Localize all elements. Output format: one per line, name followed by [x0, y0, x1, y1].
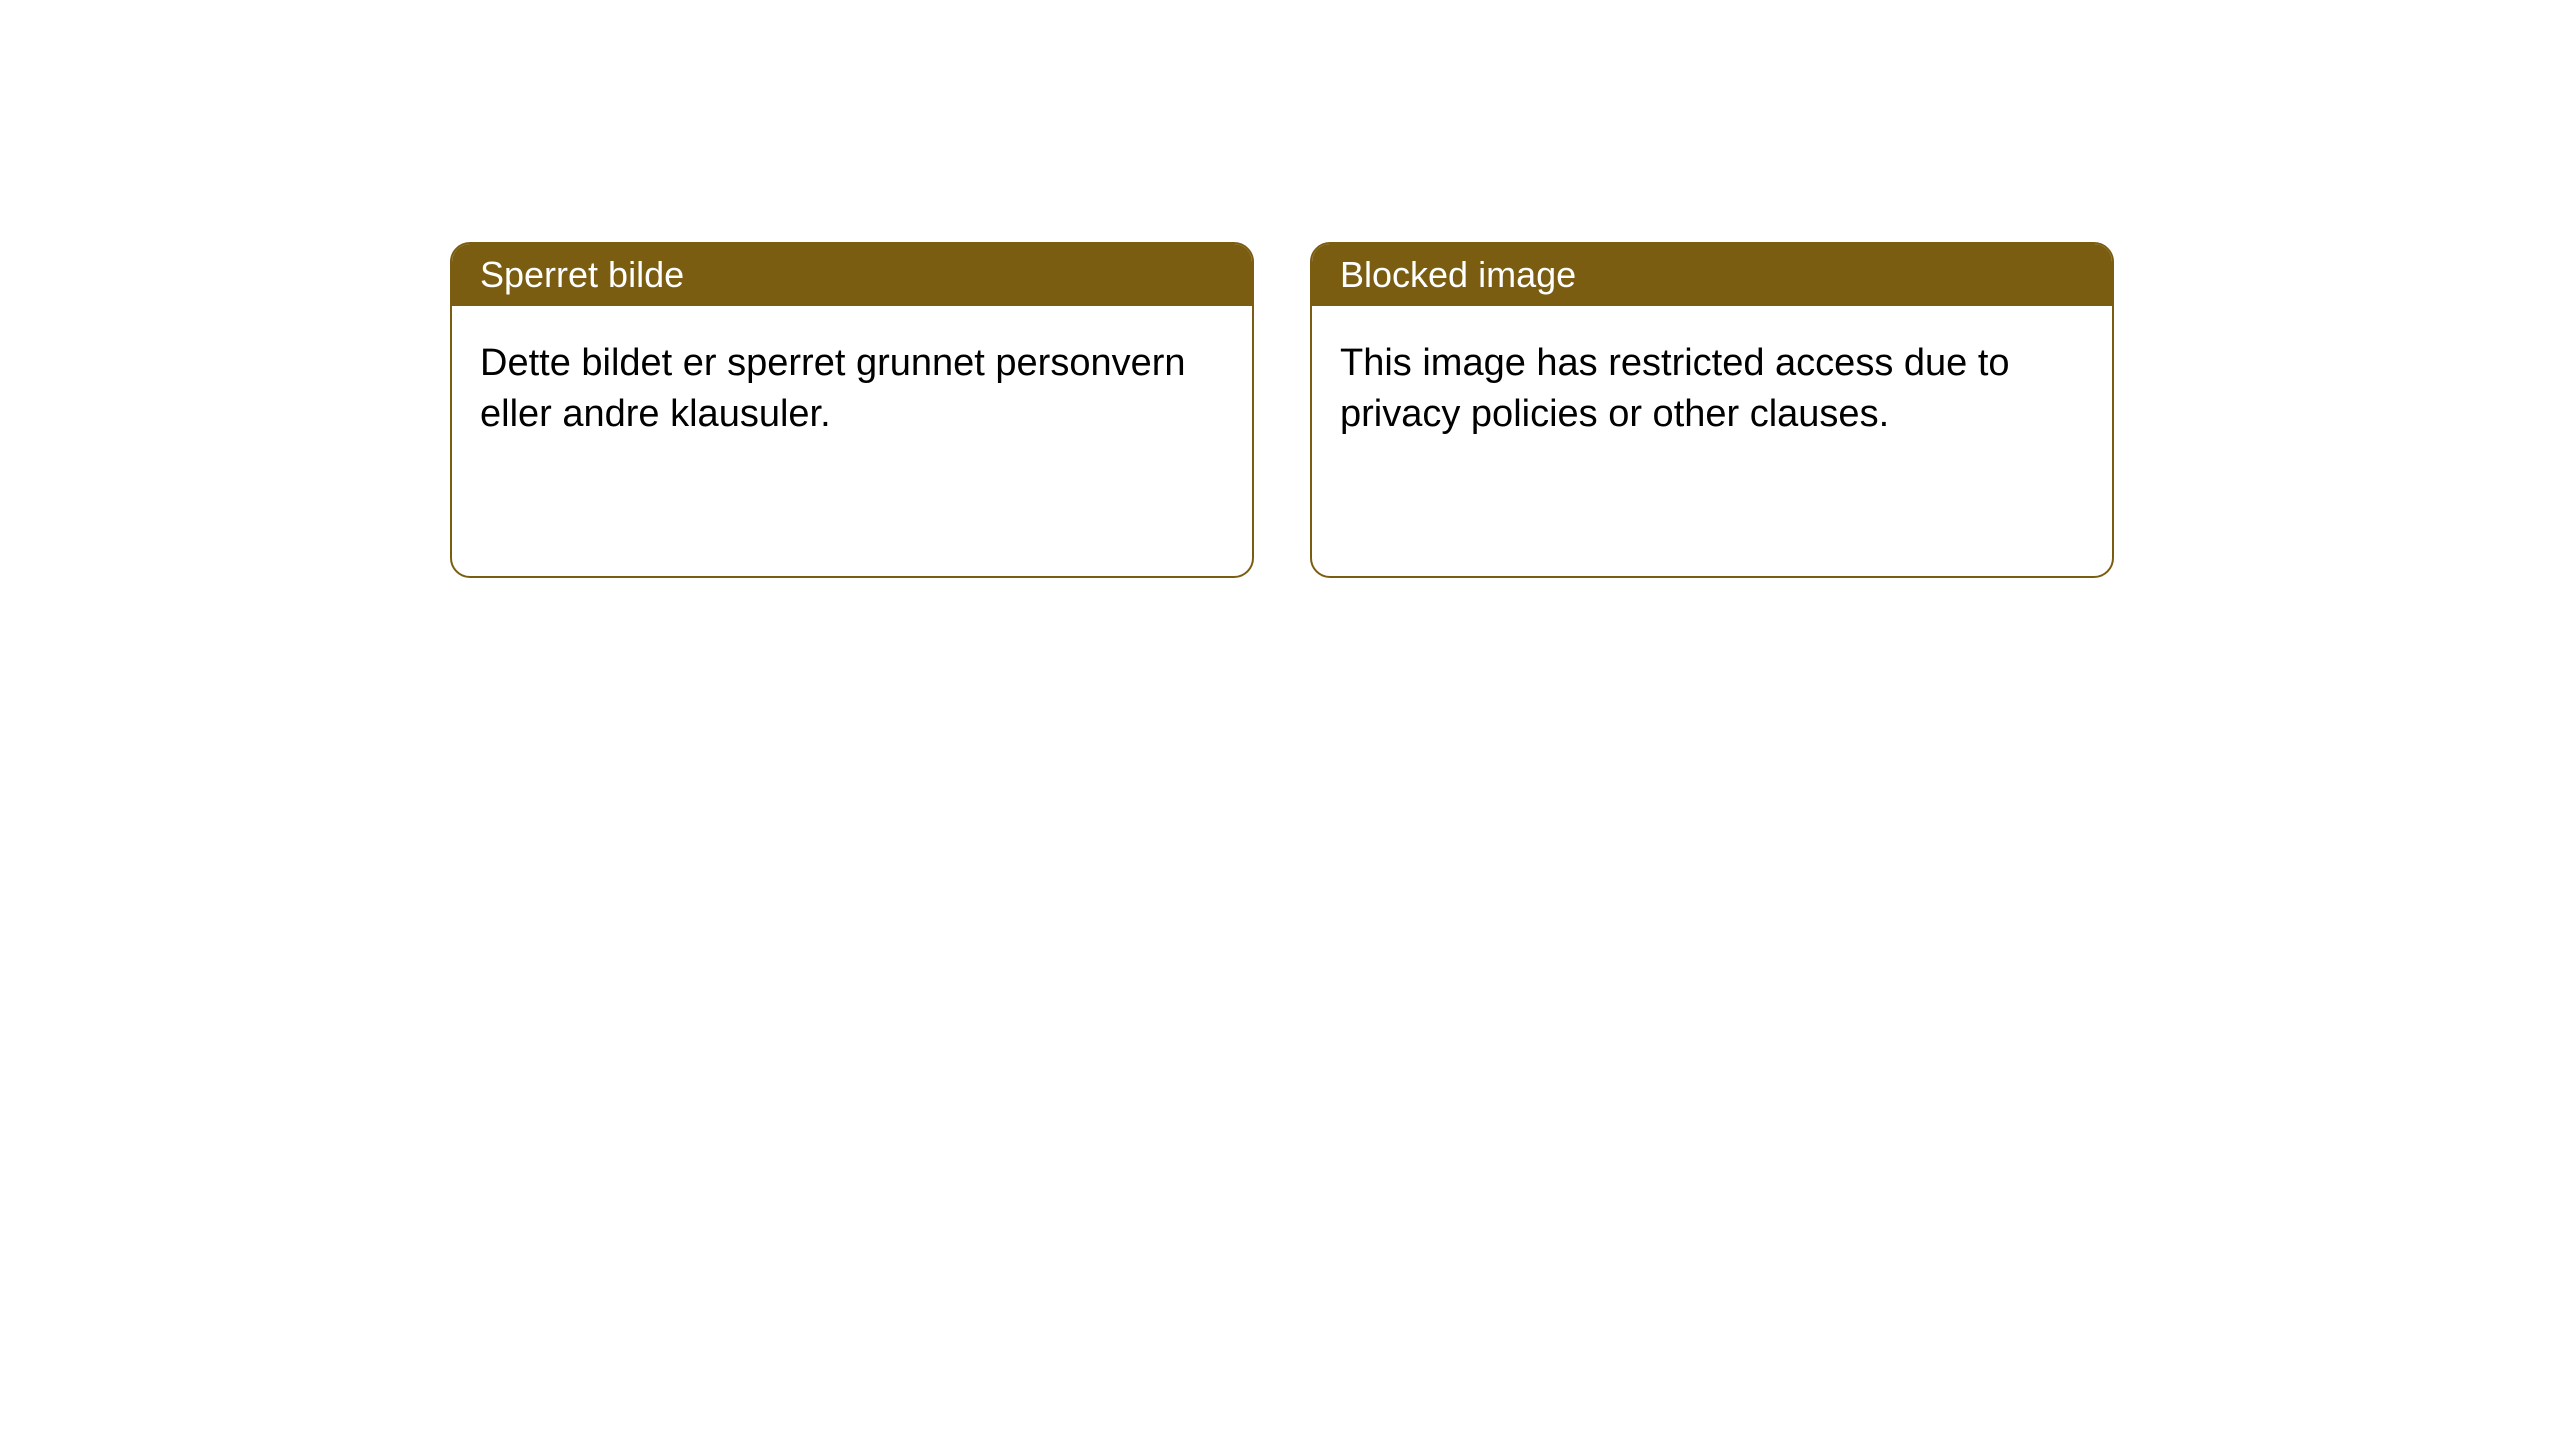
blocked-image-card-en: Blocked image This image has restricted … [1310, 242, 2114, 578]
blocked-image-card-no: Sperret bilde Dette bildet er sperret gr… [450, 242, 1254, 578]
notice-cards-container: Sperret bilde Dette bildet er sperret gr… [0, 0, 2560, 578]
card-header-en: Blocked image [1312, 244, 2112, 306]
card-body-no: Dette bildet er sperret grunnet personve… [452, 306, 1252, 473]
card-header-no: Sperret bilde [452, 244, 1252, 306]
card-body-en: This image has restricted access due to … [1312, 306, 2112, 473]
